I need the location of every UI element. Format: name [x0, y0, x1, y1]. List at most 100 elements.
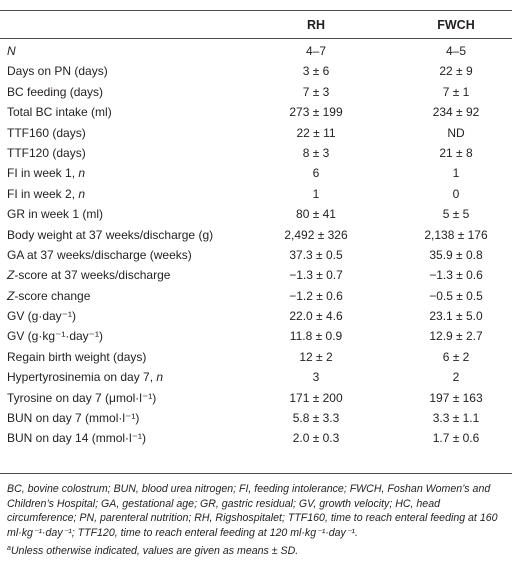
row-label: Tyrosine on day 7 (μmol·l⁻¹): [7, 388, 156, 408]
table-body: N 4–7 4–5 Days on PN (days) 3 ± 6 22 ± 9 BC fe…: [0, 41, 512, 449]
row-label-text: Body weight at 37 weeks/discharge (g): [7, 227, 214, 242]
abbreviations-footnote: BC, bovine colostrum; BUN, blood urea ni…: [7, 483, 498, 539]
table-row: TTF120 (days) 8 ± 3 21 ± 8: [0, 143, 512, 163]
cell-fwch-value: 12.9 ± 2.7: [429, 329, 483, 344]
cell-fwch-value: 197 ± 163: [429, 390, 483, 405]
cell-rh-value: 5.8 ± 3.3: [292, 411, 340, 426]
row-label-italic: Z: [7, 268, 15, 283]
row-label-text: FI in week 2,: [7, 186, 79, 201]
row-label-text: Regain birth weight (days): [7, 349, 147, 364]
cell-fwch-value: 1.7 ± 0.6: [432, 431, 480, 446]
cell-rh-value: 273 ± 199: [289, 105, 343, 120]
note-text: Unless otherwise indicated, values are g…: [10, 545, 299, 557]
row-label: Total BC intake (ml): [7, 102, 112, 122]
row-label: Days on PN (days): [7, 61, 108, 81]
row-label: TTF160 (days): [7, 123, 86, 143]
row-label: BUN on day 14 (mmol·l⁻¹): [7, 428, 146, 448]
row-label-text: Days on PN (days): [7, 64, 108, 79]
row-label: Hypertyrosinemia on day 7, n: [7, 367, 163, 387]
row-label-italic: n: [156, 370, 164, 385]
table-row: FI in week 2, n 1 0: [0, 184, 512, 204]
cell-rh-value: 4–7: [305, 44, 327, 58]
table-row: GV (g·day⁻¹) 22.0 ± 4.6 23.1 ± 5.0: [0, 306, 512, 326]
cell-rh-value: −1.2 ± 0.6: [289, 288, 343, 303]
column-header-fwch: FWCH: [437, 18, 475, 32]
table-row: Total BC intake (ml) 273 ± 199 234 ± 92: [0, 102, 512, 122]
table-row: BUN on day 14 (mmol·l⁻¹) 2.0 ± 0.3 1.7 ± 0…: [0, 428, 512, 448]
cell-fwch-value: −1.3 ± 0.6: [429, 268, 483, 283]
cell-rh-value: 11.8 ± 0.9: [289, 329, 343, 344]
row-label-text: GA at 37 weeks/discharge (weeks): [7, 247, 192, 262]
row-label: TTF120 (days): [7, 143, 86, 163]
row-label: GR in week 1 (ml): [7, 204, 103, 224]
row-label-text: Hypertyrosinemia on day 7,: [7, 370, 157, 385]
cell-fwch-value: 3.3 ± 1.1: [432, 411, 480, 426]
cell-fwch-value: 5 ± 5: [442, 207, 470, 222]
cell-rh-value: 80 ± 41: [296, 207, 336, 222]
cell-fwch-value: 1: [452, 166, 460, 181]
cell-rh-value: 2.0 ± 0.3: [292, 431, 340, 446]
cell-rh-value: 7 ± 3: [302, 84, 330, 99]
table-row: N 4–7 4–5: [0, 41, 512, 61]
column-header-rh: RH: [306, 18, 326, 32]
row-label-text: GV (g·day⁻¹): [7, 309, 77, 324]
table-bottom-rule: [0, 473, 512, 474]
table-header: RH FWCH: [0, 11, 512, 38]
cell-fwch-value: 2,138 ± 176: [424, 227, 488, 242]
row-label-italic: n: [78, 166, 86, 181]
row-label-text: FI in week 1,: [7, 166, 79, 181]
row-label-text: Total BC intake (ml): [7, 105, 112, 120]
table-top-rule: [0, 10, 512, 11]
table-row: GA at 37 weeks/discharge (weeks) 37.3 ± 0…: [0, 245, 512, 265]
cell-rh-value: 22 ± 11: [296, 125, 336, 140]
row-label: Z-score change: [7, 286, 90, 306]
row-label: GV (g·kg⁻¹·day⁻¹): [7, 326, 103, 346]
table-header-rule: [0, 38, 512, 39]
cell-rh-value: 1: [312, 186, 320, 201]
table-row: BUN on day 7 (mmol·l⁻¹) 5.8 ± 3.3 3.3 ± 1.…: [0, 408, 512, 428]
row-label: N: [7, 41, 16, 61]
row-label-text: BUN on day 14 (mmol·l⁻¹): [7, 431, 147, 446]
row-label-italic: N: [7, 44, 16, 58]
cell-rh-value: 2,492 ± 326: [284, 227, 348, 242]
cell-fwch-value: 234 ± 92: [432, 105, 480, 120]
row-label-text: BUN on day 7 (mmol·l⁻¹): [7, 411, 140, 426]
cell-rh-value: 8 ± 3: [302, 145, 330, 160]
row-label-text-tail: -score change: [14, 288, 91, 303]
row-label: FI in week 2, n: [7, 184, 85, 204]
cell-rh-value: 22.0 ± 4.6: [289, 309, 343, 324]
cell-fwch-value: −0.5 ± 0.5: [429, 288, 483, 303]
table-row: Days on PN (days) 3 ± 6 22 ± 9: [0, 61, 512, 81]
cell-fwch-value: 21 ± 8: [439, 145, 473, 160]
note-marker: a: [7, 545, 11, 552]
cell-rh-value: 171 ± 200: [289, 390, 343, 405]
cell-rh-value: 37.3 ± 0.5: [289, 247, 343, 262]
cell-fwch-value: 0: [452, 186, 460, 201]
cell-rh-value: 6: [312, 166, 320, 181]
cell-rh-value: 12 ± 2: [299, 349, 333, 364]
row-label-text: GR in week 1 (ml): [7, 207, 104, 222]
row-label: GA at 37 weeks/discharge (weeks): [7, 245, 192, 265]
row-label: BUN on day 7 (mmol·l⁻¹): [7, 408, 139, 428]
cell-fwch-value: 6 ± 2: [442, 349, 470, 364]
row-label-text: TTF160 (days): [7, 125, 86, 140]
row-label-text: TTF120 (days): [7, 145, 86, 160]
cell-rh-value: 3 ± 6: [302, 64, 330, 79]
row-label-text: BC feeding (days): [7, 84, 104, 99]
table-row: GV (g·kg⁻¹·day⁻¹) 11.8 ± 0.9 12.9 ± 2.7: [0, 326, 512, 346]
row-label: Z-score at 37 weeks/discharge: [7, 265, 170, 285]
cell-rh-value: −1.3 ± 0.7: [289, 268, 343, 283]
row-label-italic: Z: [7, 288, 15, 303]
row-label: FI in week 1, n: [7, 163, 85, 183]
table-row: Tyrosine on day 7 (μmol·l⁻¹) 171 ± 200 197…: [0, 388, 512, 408]
table-row: GR in week 1 (ml) 80 ± 41 5 ± 5: [0, 204, 512, 224]
cell-fwch-value: 22 ± 9: [439, 64, 473, 79]
table-row: FI in week 1, n 6 1: [0, 163, 512, 183]
cell-fwch-value: 7 ± 1: [442, 84, 470, 99]
row-label: Body weight at 37 weeks/discharge (g): [7, 225, 213, 245]
cell-rh-value: 3: [312, 370, 320, 385]
values-note: aUnless otherwise indicated, values are …: [7, 544, 507, 558]
cell-fwch-value: ND: [447, 125, 465, 140]
row-label-text-tail: -score at 37 weeks/discharge: [14, 268, 171, 283]
